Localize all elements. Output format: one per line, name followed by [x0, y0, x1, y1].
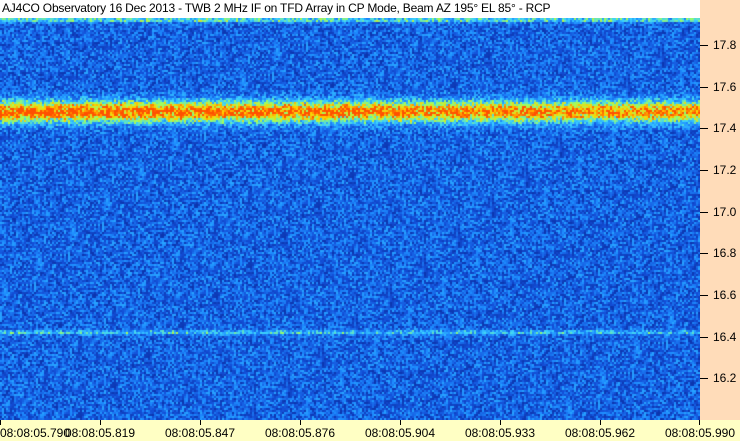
x-tick — [699, 420, 700, 425]
y-tick-label: 16.2 — [713, 371, 737, 386]
x-tick — [500, 420, 501, 425]
x-tick-label: 08:08:05.904 — [364, 426, 436, 440]
y-tick-label: 17.4 — [713, 121, 737, 136]
y-tick — [700, 336, 708, 338]
x-tick-label: 08:08:05.790 — [0, 426, 71, 440]
x-tick — [200, 420, 201, 425]
x-tick — [100, 420, 101, 425]
y-tick — [700, 295, 708, 297]
x-tick — [400, 420, 401, 425]
x-tick-label: 08:08:05.933 — [464, 426, 536, 440]
y-tick-label: 17.6 — [713, 79, 737, 94]
y-tick — [700, 170, 708, 172]
y-tick — [700, 378, 708, 380]
x-tick-label: 08:08:05.876 — [264, 426, 336, 440]
y-tick — [700, 45, 708, 47]
x-tick — [300, 420, 301, 425]
time-axis: 08:08:05.790 08:08:05.819 08:08:05.847 08:0… — [0, 420, 740, 441]
x-tick — [600, 420, 601, 425]
y-tick-label: 16.8 — [713, 246, 737, 261]
x-tick — [0, 420, 1, 425]
x-tick-label: 08:08:05.990 — [664, 426, 736, 440]
y-tick-label: 16.4 — [713, 329, 737, 344]
x-tick-label: 08:08:05.847 — [164, 426, 236, 440]
y-tick-label: 17.0 — [713, 204, 737, 219]
y-tick-label: 17.8 — [713, 38, 737, 53]
y-tick-label: 16.6 — [713, 288, 737, 303]
x-tick-label: 08:08:05.962 — [564, 426, 636, 440]
y-tick — [700, 86, 708, 88]
y-tick — [700, 253, 708, 255]
y-tick — [700, 211, 708, 213]
frequency-axis: 17.8 17.6 17.4 17.2 17.0 16.8 16.6 16.4 16.2 — [700, 0, 740, 420]
y-tick — [700, 128, 708, 130]
chart-title: AJ4CO Observatory 16 Dec 2013 - TWB 2 MH… — [2, 1, 551, 15]
x-tick-label: 08:08:05.819 — [64, 426, 136, 440]
y-tick-label: 17.2 — [713, 163, 737, 178]
spectrogram-heatmap — [0, 18, 700, 420]
